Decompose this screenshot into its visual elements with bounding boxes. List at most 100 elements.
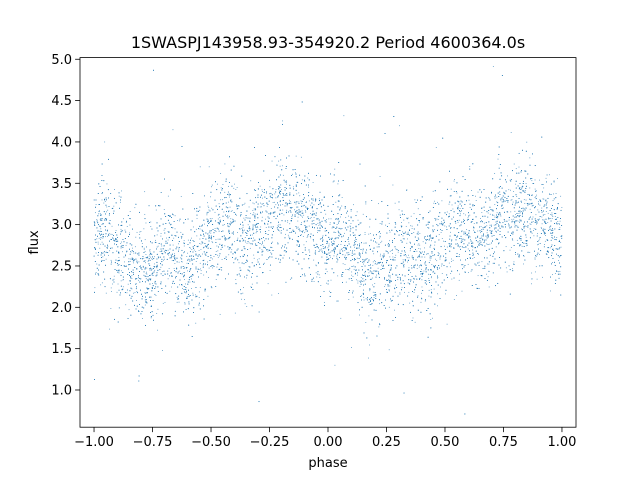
data-point: [424, 263, 426, 265]
data-point: [407, 259, 409, 261]
data-point: [536, 194, 537, 196]
data-point: [250, 286, 252, 288]
data-point: [306, 236, 308, 238]
data-point: [481, 220, 483, 222]
data-point: [337, 253, 339, 255]
data-point: [156, 234, 158, 236]
data-point: [318, 274, 320, 276]
data-point: [380, 257, 382, 259]
data-point: [242, 292, 244, 294]
data-point: [388, 275, 390, 277]
data-point: [364, 232, 366, 233]
data-point: [167, 231, 169, 233]
data-point: [542, 228, 544, 230]
data-point: [279, 187, 281, 188]
data-point: [388, 306, 390, 308]
data-point: [102, 218, 103, 219]
data-point: [262, 243, 263, 244]
data-point: [505, 267, 507, 269]
data-point: [207, 202, 208, 204]
data-point: [496, 201, 498, 203]
data-point: [252, 202, 254, 204]
data-point: [220, 187, 222, 189]
data-point: [255, 215, 256, 217]
data-point: [467, 248, 469, 250]
data-point: [181, 261, 182, 262]
data-point: [532, 221, 534, 223]
data-point: [96, 238, 98, 240]
data-point: [241, 249, 243, 251]
data-point: [180, 267, 182, 269]
data-point: [108, 222, 110, 224]
data-point: [201, 229, 203, 231]
data-point: [149, 249, 151, 251]
data-point: [103, 252, 105, 254]
data-point: [99, 213, 101, 215]
data-point: [407, 231, 409, 233]
data-point: [133, 259, 135, 260]
data-point: [211, 287, 213, 289]
data-point: [279, 224, 281, 226]
data-point: [514, 225, 516, 226]
data-point: [122, 286, 124, 288]
data-point: [376, 246, 378, 248]
data-point: [253, 257, 255, 259]
data-point: [455, 222, 457, 224]
data-point: [261, 189, 263, 191]
data-point: [155, 295, 157, 296]
data-point: [163, 209, 165, 210]
data-point: [354, 273, 356, 275]
data-point: [410, 225, 412, 227]
data-point: [296, 193, 298, 195]
data-point: [537, 220, 539, 221]
data-point: [107, 235, 109, 237]
data-point: [122, 279, 124, 281]
data-point: [488, 197, 490, 199]
data-point: [459, 245, 461, 247]
data-point: [334, 168, 336, 170]
data-point: [290, 220, 292, 222]
data-point: [505, 246, 507, 248]
data-point: [101, 282, 103, 284]
data-point: [343, 115, 345, 117]
data-point: [403, 264, 405, 266]
data-point: [542, 198, 544, 200]
data-point: [382, 257, 384, 259]
data-point: [478, 254, 479, 255]
data-point: [220, 267, 222, 268]
data-point: [184, 279, 185, 280]
data-point: [227, 214, 229, 216]
data-point: [116, 291, 118, 293]
data-point: [200, 243, 202, 245]
data-point: [551, 212, 553, 214]
data-point: [275, 189, 277, 190]
data-point: [469, 214, 471, 216]
data-point: [136, 300, 137, 301]
data-point: [221, 259, 223, 260]
data-point: [536, 278, 538, 280]
data-point: [525, 190, 526, 192]
data-point: [243, 229, 245, 231]
data-point: [532, 216, 534, 218]
data-point: [98, 211, 100, 212]
data-point: [312, 195, 313, 197]
data-point: [363, 299, 365, 301]
data-point: [199, 228, 201, 230]
data-point: [210, 232, 212, 234]
data-point: [149, 250, 151, 252]
data-point: [339, 235, 340, 237]
data-point: [531, 283, 532, 285]
data-point: [489, 213, 491, 215]
data-point: [519, 191, 521, 193]
data-point: [362, 213, 364, 215]
data-point: [419, 256, 421, 258]
data-point: [389, 230, 390, 232]
data-point: [502, 201, 504, 203]
data-point: [220, 199, 221, 201]
data-point: [450, 188, 452, 190]
data-point: [395, 254, 397, 256]
data-point: [310, 213, 311, 214]
data-point: [127, 283, 129, 285]
data-point: [230, 221, 231, 223]
